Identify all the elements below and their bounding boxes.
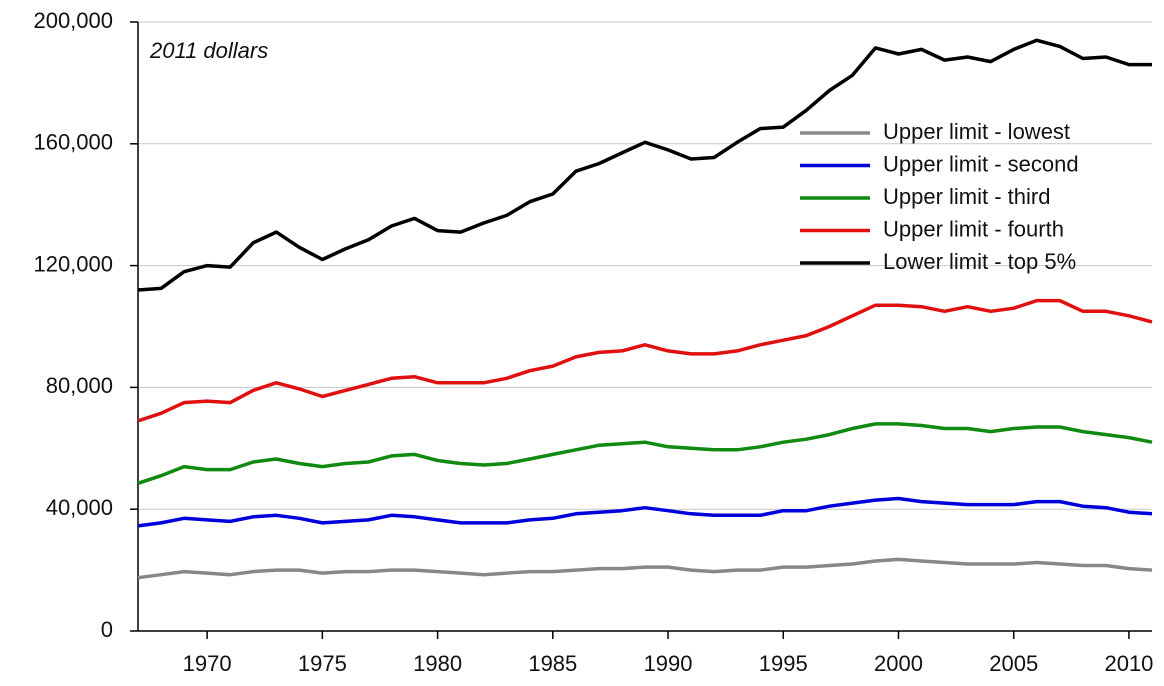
x-tick-label: 1970 (183, 651, 232, 676)
series-line (137, 38, 1152, 292)
y-tick-label: 160,000 (33, 130, 113, 155)
legend-label: Upper limit - lowest (883, 119, 1070, 144)
x-tick-label: 2005 (989, 651, 1038, 676)
x-tick-label: 1990 (644, 651, 693, 676)
series-line (137, 496, 1153, 528)
legend-label: Upper limit - second (883, 151, 1079, 176)
legend-label: Upper limit - third (883, 184, 1050, 209)
x-tick-label: 1985 (528, 651, 577, 676)
series-line (137, 298, 1153, 423)
y-tick-label: 200,000 (33, 8, 113, 33)
y-tick-label: 40,000 (46, 495, 113, 520)
x-tick-label: 1980 (413, 651, 462, 676)
x-tick-label: 1995 (759, 651, 808, 676)
x-tick-label: 2000 (874, 651, 923, 676)
legend-label: Lower limit - top 5% (883, 249, 1076, 274)
y-tick-label: 0 (101, 617, 113, 642)
legend-label: Upper limit - fourth (883, 216, 1064, 241)
x-tick-label: 1975 (298, 651, 347, 676)
series-line (137, 557, 1153, 580)
x-tick-label: 2010 (1104, 651, 1153, 676)
annotation: 2011 dollars (149, 38, 268, 63)
y-tick-label: 80,000 (46, 373, 113, 398)
series-line (137, 422, 1153, 485)
y-tick-label: 120,000 (33, 251, 113, 276)
